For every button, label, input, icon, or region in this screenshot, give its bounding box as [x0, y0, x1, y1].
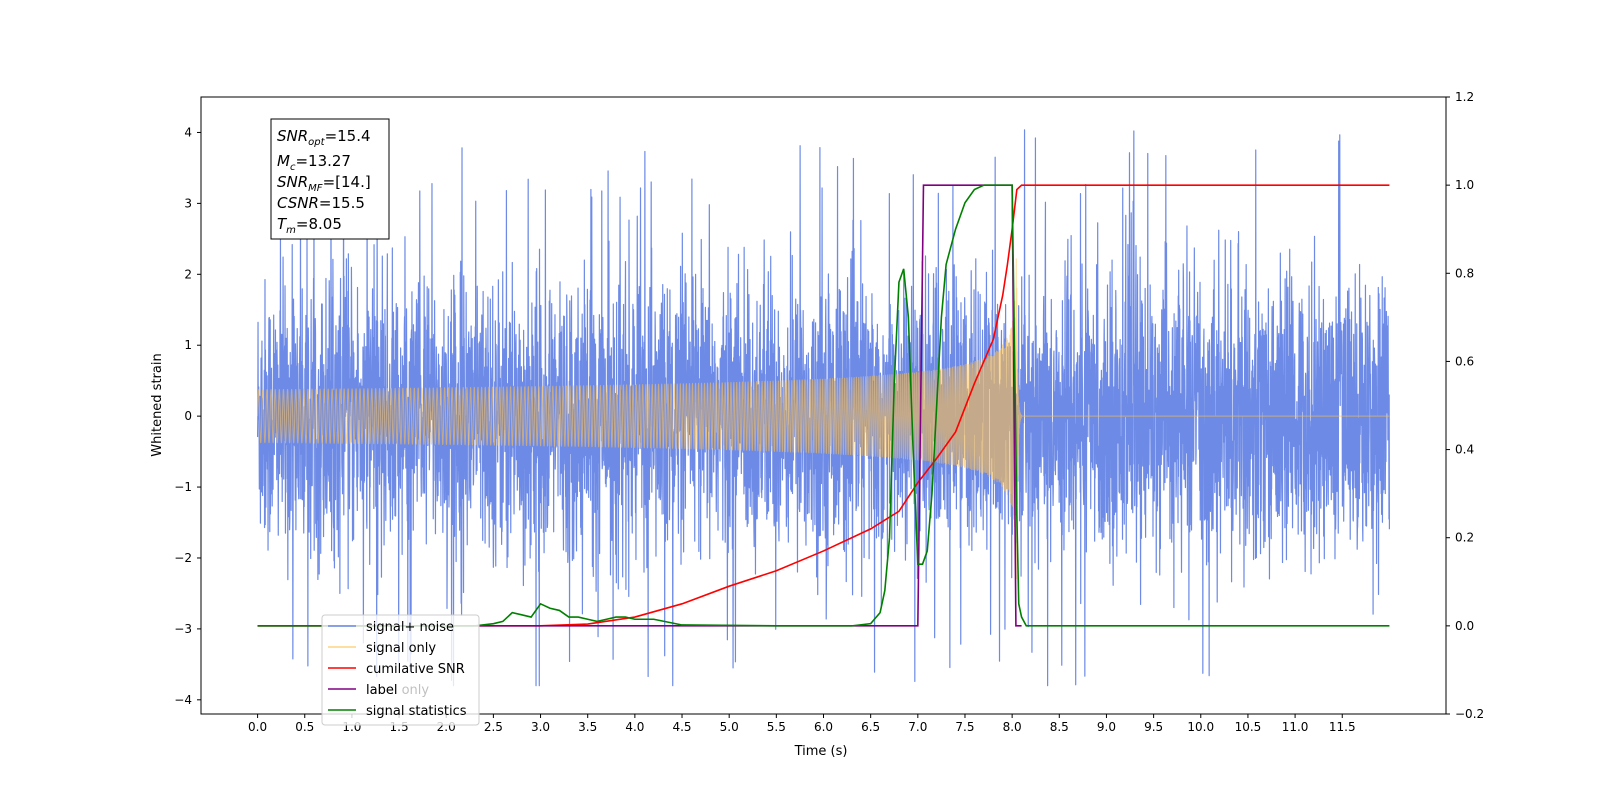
- y2-tick-label: −0.2: [1455, 707, 1484, 721]
- legend-item-signal-only: signal only: [328, 641, 436, 656]
- series-signal-only: [257, 258, 1390, 580]
- x-tick-label: 2.5: [484, 720, 503, 734]
- x-tick-label: 11.5: [1329, 720, 1356, 734]
- series-signal-statistics: [257, 184, 1390, 627]
- x-tick-label: 11.0: [1282, 720, 1309, 734]
- x-tick-label: 6.5: [861, 720, 880, 734]
- x-tick-label: 4.0: [625, 720, 644, 734]
- x-tick-label: 3.0: [531, 720, 550, 734]
- y2-tick-label: 0.4: [1455, 443, 1474, 457]
- y-tick-label: 4: [184, 125, 192, 139]
- y-axis-label: Whitened strain: [150, 353, 165, 456]
- y2-tick-label: 0.2: [1455, 531, 1474, 545]
- y-tick-label: 2: [184, 267, 192, 281]
- x-tick-label: 0.5: [295, 720, 314, 734]
- x-tick-label: 4.5: [672, 720, 691, 734]
- annotation-box: SNRopt=15.4 Mc=13.27 SNRMF=[14.] CSNR=15…: [270, 118, 390, 240]
- x-axis: 0.0 0.5 1.0 1.5 2.0 2.5 3.0 3.5 4.0 4.5 5.0 5.5 6.0 6…: [248, 714, 1356, 734]
- legend-label: label: [366, 683, 397, 698]
- x-tick-label: 0.0: [248, 720, 267, 734]
- x-tick-label: 10.0: [1187, 720, 1214, 734]
- legend-label: cumilative SNR: [366, 662, 465, 677]
- legend-label: signal statistics: [366, 704, 467, 719]
- legend-item-cumulative-snr: cumilative SNR: [328, 662, 465, 677]
- y-tick-label: −4: [174, 693, 192, 707]
- x-tick-label: 6.0: [814, 720, 833, 734]
- y2-tick-label: 1.0: [1455, 178, 1474, 192]
- annotation-csnr: CSNR=15.5: [277, 194, 365, 212]
- y-axis-left: −4 −3 −2 −1 0 1 2 3 4: [174, 125, 201, 707]
- annotation-mc: Mc=13.27: [277, 152, 351, 173]
- y2-tick-label: 0.6: [1455, 354, 1474, 368]
- y2-tick-label: 1.2: [1455, 90, 1474, 104]
- y-tick-label: 1: [184, 338, 192, 352]
- series-cumulative-snr: [257, 184, 1390, 627]
- annotation-snr-mf: SNRMF=[14.]: [277, 173, 371, 194]
- plot-area: [256, 127, 1391, 687]
- x-tick-label: 8.5: [1050, 720, 1069, 734]
- legend-item-signal-noise: signal+ noise: [328, 620, 454, 635]
- y2-tick-label: 0.0: [1455, 619, 1474, 633]
- legend-item-signal-statistics: signal statistics: [328, 704, 467, 719]
- annotation-snr-opt: SNRopt=15.4: [277, 127, 371, 148]
- y-tick-label: −2: [174, 551, 192, 565]
- x-tick-label: 9.0: [1097, 720, 1116, 734]
- x-axis-label: Time (s): [794, 744, 848, 759]
- y-tick-label: −1: [174, 480, 192, 494]
- legend: signal+ noise signal only cumilative SNR…: [321, 614, 480, 726]
- x-tick-label: 5.0: [720, 720, 739, 734]
- y-tick-label: 0: [184, 409, 192, 423]
- x-tick-label: 10.5: [1235, 720, 1262, 734]
- y2-tick-label: 0.8: [1455, 266, 1474, 280]
- y-axis-right: −0.2 0.0 0.2 0.4 0.6 0.8 1.0 1.2: [1446, 90, 1484, 721]
- legend-label: signal only: [366, 641, 436, 656]
- annotation-tm: Tm=8.05: [277, 215, 342, 236]
- x-tick-label: 5.5: [767, 720, 786, 734]
- x-tick-label: 7.5: [955, 720, 974, 734]
- legend-item-label: label only label: [328, 683, 429, 698]
- annotation-box-frame: [270, 118, 390, 240]
- y-tick-label: −3: [174, 622, 192, 636]
- legend-frame: [321, 614, 480, 726]
- x-tick-label: 9.5: [1144, 720, 1163, 734]
- y-tick-label: 3: [184, 196, 192, 210]
- legend-label: signal+ noise: [366, 620, 454, 635]
- x-tick-label: 3.5: [578, 720, 597, 734]
- x-tick-label: 7.0: [908, 720, 927, 734]
- legend-label-faded: label only: [366, 683, 429, 698]
- x-tick-label: 8.0: [1003, 720, 1022, 734]
